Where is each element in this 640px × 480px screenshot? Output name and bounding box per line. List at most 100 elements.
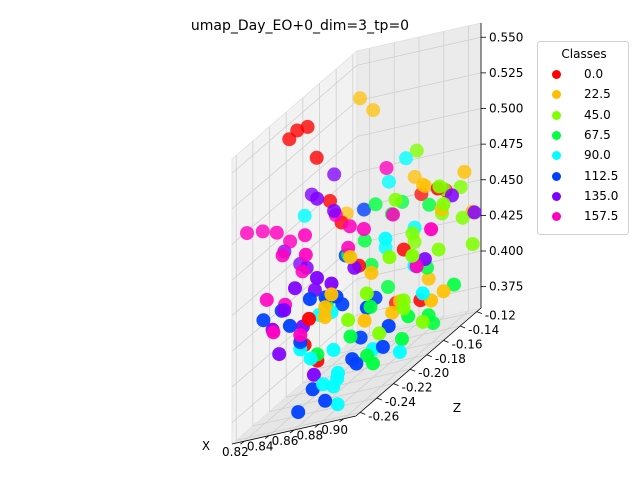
- data-point-class-0_0: [309, 150, 324, 165]
- z-tick-label: 0.475: [489, 137, 523, 151]
- z-tick-label: 0.500: [489, 102, 523, 116]
- data-point-class-90_0: [326, 342, 341, 357]
- data-point-class-22_5: [318, 300, 333, 315]
- legend-marker: [552, 171, 561, 181]
- data-point-class-22_5: [317, 310, 332, 325]
- legend-label: 45.0: [584, 107, 611, 122]
- data-point-class-22_5: [416, 177, 430, 192]
- data-point-class-157_5: [266, 325, 281, 340]
- data-point-class-90_0: [392, 344, 407, 359]
- data-point-class-157_5: [269, 225, 284, 240]
- legend-item: 45.0: [538, 107, 630, 125]
- x-tick-label: 0.90: [321, 423, 348, 437]
- data-point-class-22_5: [357, 313, 372, 328]
- y-tick-label: -0.22: [402, 381, 433, 395]
- chart-title: umap_Day_EO+0_dim=3_tp=0: [191, 18, 409, 34]
- data-point-class-112_5: [256, 313, 271, 328]
- y-tick-label: -0.20: [418, 366, 449, 380]
- data-point-class-135_0: [327, 203, 342, 218]
- legend-item: 67.5: [538, 127, 630, 145]
- data-point-class-135_0: [324, 276, 339, 291]
- y-tick-mark: [393, 383, 399, 386]
- data-point-class-22_5: [343, 250, 358, 265]
- data-point-class-135_0: [445, 188, 459, 203]
- data-point-class-45_0: [409, 143, 424, 158]
- legend-marker: [552, 130, 561, 140]
- data-point-class-67_5: [357, 233, 372, 248]
- data-point-class-157_5: [295, 264, 310, 279]
- legend-item: 90.0: [538, 147, 630, 165]
- y-tick-mark: [376, 397, 382, 401]
- y-tick-mark: [360, 412, 366, 415]
- x-tick-mark: [240, 440, 245, 445]
- data-point-class-22_5: [366, 103, 381, 118]
- data-point-class-45_0: [382, 250, 397, 265]
- data-point-class-45_0: [465, 237, 480, 251]
- data-point-class-45_0: [455, 210, 470, 225]
- data-point-class-112_5: [291, 405, 306, 420]
- data-point-class-45_0: [396, 301, 411, 316]
- data-point-class-67_5: [368, 197, 383, 212]
- data-point-class-67_5: [381, 280, 395, 294]
- y-tick-mark: [426, 354, 432, 358]
- data-point-class-157_5: [409, 259, 424, 274]
- data-point-class-112_5: [349, 356, 364, 371]
- y-tick-mark: [476, 311, 482, 314]
- grid-line-z: [356, 36, 482, 66]
- data-point-class-45_0: [388, 192, 403, 207]
- data-point-class-67_5: [447, 277, 461, 292]
- data-point-class-112_5: [282, 318, 297, 333]
- x-tick-mark: [314, 424, 320, 428]
- data-point-class-90_0: [378, 231, 393, 246]
- data-point-class-22_5: [353, 91, 367, 106]
- legend-marker: [552, 70, 561, 79]
- legend-item: 157.5: [538, 208, 630, 226]
- data-point-class-157_5: [356, 222, 371, 236]
- data-point-class-22_5: [324, 287, 339, 302]
- x-tick-label: 0.84: [247, 440, 274, 454]
- y-tick-label: -0.18: [435, 352, 466, 366]
- x-tick-mark: [289, 429, 295, 434]
- data-point-class-22_5: [421, 271, 436, 286]
- grid-line-z: [231, 100, 358, 210]
- data-point-class-157_5: [275, 248, 290, 263]
- z-tick-label: 0.550: [489, 30, 523, 44]
- data-point-class-45_0: [432, 179, 447, 194]
- data-point-class-22_5: [457, 164, 472, 179]
- z-tick-label: 0.525: [489, 66, 523, 80]
- legend-marker: [552, 110, 561, 120]
- data-point-class-45_0: [436, 197, 451, 212]
- data-point-class-112_5: [357, 202, 371, 217]
- x-axis-label: X: [202, 439, 210, 453]
- grid-line-z: [231, 314, 358, 423]
- y-tick-label: -0.24: [385, 395, 416, 409]
- legend-title: Classes: [561, 47, 607, 61]
- data-point-class-45_0: [415, 314, 430, 329]
- data-point-class-90_0: [330, 371, 345, 386]
- grid-line-z: [231, 171, 358, 281]
- legend-marker: [552, 191, 561, 201]
- data-point-class-22_5: [364, 265, 379, 280]
- z-tick-label: 0.450: [489, 173, 523, 187]
- data-point-class-90_0: [330, 397, 345, 412]
- legend-label: 135.0: [584, 188, 619, 203]
- data-point-class-157_5: [379, 161, 394, 175]
- legend-marker: [552, 151, 561, 161]
- data-point-class-112_5: [302, 292, 317, 307]
- x-tick-label: 0.86: [272, 434, 299, 448]
- legend-item: 0.0: [538, 66, 630, 84]
- data-point-class-67_5: [360, 348, 375, 363]
- grid-line-y: [252, 397, 377, 427]
- data-point-class-112_5: [318, 393, 333, 408]
- grid-line-y: [319, 340, 444, 369]
- legend-item: 112.5: [538, 168, 630, 186]
- data-point-class-90_0: [381, 174, 396, 189]
- data-point-class-157_5: [342, 219, 357, 234]
- data-point-class-45_0: [372, 326, 387, 341]
- data-point-class-135_0: [327, 167, 342, 182]
- data-point-class-135_0: [277, 303, 292, 318]
- data-point-class-22_5: [385, 305, 400, 320]
- data-point-class-45_0: [341, 313, 356, 327]
- grid-line-z: [231, 136, 358, 245]
- data-point-class-67_5: [343, 329, 358, 344]
